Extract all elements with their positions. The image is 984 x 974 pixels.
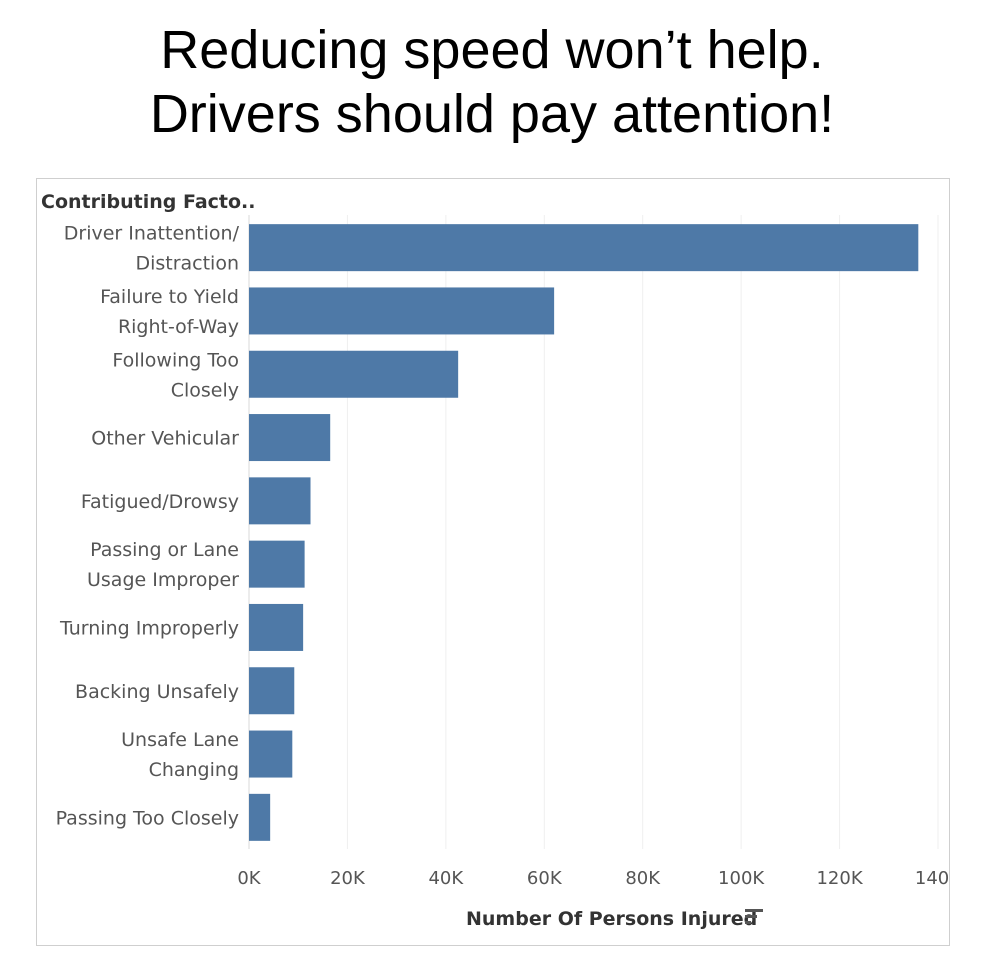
headline-line-2: Drivers should pay attention! [149,84,835,144]
bar[interactable] [249,603,304,651]
x-tick-label: 80K [625,868,661,889]
x-tick-label: 20K [330,868,366,889]
x-tick-label: 100K [718,868,765,889]
category-label[interactable]: Passing Too Closely [56,807,239,829]
bar-chart: Driver Inattention/Distraction Failure to… [41,191,949,930]
x-tick-label: 120K [816,868,863,889]
bar[interactable] [249,540,305,588]
category-label[interactable]: Failure to Yield Right-of-Way [100,286,239,338]
category-label[interactable]: Fatigued/Drowsy [81,491,239,513]
field-header[interactable]: Contributing Facto.. [41,191,255,213]
chart-frame: Driver Inattention/Distraction Failure to… [36,178,950,946]
x-tick-label: 0K [237,868,261,889]
x-tick-label: 40K [428,868,464,889]
bar[interactable] [249,224,919,272]
x-tick-label: 60K [527,868,563,889]
category-label[interactable]: Other Vehicular [91,428,239,450]
bar[interactable] [249,477,311,525]
bars [249,224,919,841]
x-axis-title[interactable]: Number Of Persons Injured [466,908,757,930]
category-label[interactable]: Passing or Lane Usage Improper [87,539,239,591]
bar[interactable] [249,350,459,398]
x-tick-label: 140K [915,868,949,889]
chart-headline: Reducing speed won’t help. Drivers shoul… [0,18,984,146]
bar[interactable] [249,730,293,778]
category-labels: Driver Inattention/Distraction Failure to… [56,223,240,830]
category-label[interactable]: Unsafe Lane Changing [121,729,239,781]
bar[interactable] [249,667,295,715]
category-label[interactable]: Following Too Closely [112,349,239,401]
category-label[interactable]: Backing Unsafely [75,681,239,703]
bar[interactable] [249,793,271,841]
sort-descending-icon[interactable] [745,909,763,924]
bar[interactable] [249,414,331,462]
headline-line-1: Reducing speed won’t help. [160,20,824,80]
x-axis-ticks: 0K 20K 40K 60K 80K 100K 120K 140K [237,868,949,889]
category-label[interactable]: Turning Improperly [59,617,239,639]
category-label[interactable]: Driver Inattention/Distraction [64,223,240,275]
bar[interactable] [249,287,555,335]
